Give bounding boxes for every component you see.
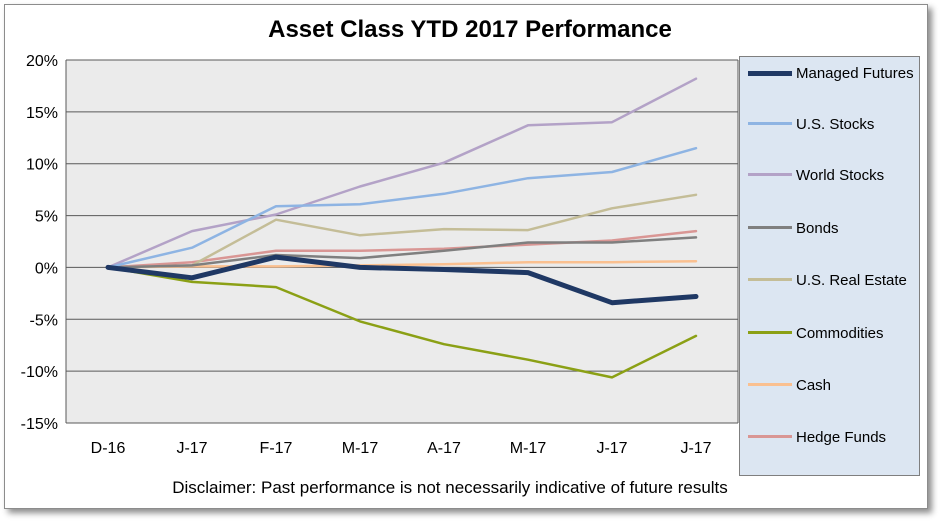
legend-label: Bonds [796,220,839,237]
y-tick-label: -5% [30,312,58,329]
y-tick-label: 5% [35,209,58,226]
legend-swatch [748,226,792,229]
x-tick-label: J-17 [176,440,207,457]
series-line-bonds [106,236,698,269]
legend-label: Commodities [796,325,884,342]
x-tick-label: F-17 [260,440,293,457]
series-line-u-s-stocks [106,146,698,269]
legend-swatch [748,435,792,438]
y-tick-label: 0% [35,260,58,277]
series-line-cash [106,259,698,269]
x-tick-label: M-17 [510,440,547,457]
legend-swatch [748,278,792,281]
y-tick-label: 15% [26,105,58,122]
legend: Managed Futures U.S. Stocks World Stocks Bo… [739,56,920,476]
legend-item: Commodities [748,323,916,344]
y-tick-label: -15% [21,416,58,433]
legend-item: Managed Futures [748,63,916,84]
chart-title: Asset Class YTD 2017 Performance [268,16,672,43]
y-tick-label: -10% [21,364,58,381]
legend-item: U.S. Real Estate [748,270,916,291]
legend-swatch [748,331,792,334]
y-tick-label: 10% [26,157,58,174]
legend-swatch [748,383,792,386]
series-line-world-stocks [106,77,698,269]
x-tick-label: D-16 [91,440,126,457]
legend-label: Hedge Funds [796,429,887,446]
legend-swatch [748,122,792,125]
legend-item: Hedge Funds [748,427,916,448]
legend-item: World Stocks [748,165,916,186]
legend-label: Cash [796,377,832,394]
y-tick-label: 20% [26,53,58,70]
legend-item: Cash [748,375,916,396]
x-tick-label: J-17 [680,440,711,457]
legend-item: Bonds [748,218,916,239]
x-tick-label: J-17 [596,440,627,457]
legend-swatch [748,173,792,176]
legend-label: U.S. Stocks [796,116,875,133]
series-line-hedge-funds [106,229,698,269]
legend-label: Managed Futures [796,65,914,82]
x-tick-label: M-17 [342,440,379,457]
series-line-managed-futures [105,254,699,306]
legend-label: U.S. Real Estate [796,272,907,289]
x-tick-label: A-17 [427,440,461,457]
series-line-commodities [106,266,698,379]
disclaimer-text: Disclaimer: Past performance is not nece… [172,478,728,497]
series-line-u-s-real-estate [106,193,698,269]
legend-label: World Stocks [796,167,885,184]
legend-item: U.S. Stocks [748,114,916,135]
legend-swatch [748,71,792,76]
